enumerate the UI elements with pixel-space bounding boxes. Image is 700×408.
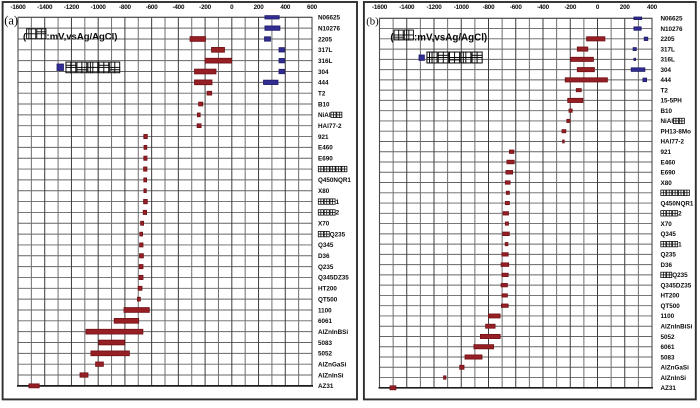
svg-text:B10: B10 xyxy=(661,108,673,115)
svg-text:HAl77-2: HAl77-2 xyxy=(661,139,685,146)
svg-text:15-5PH: 15-5PH xyxy=(661,98,683,105)
svg-text:AlZnInBiSi: AlZnInBiSi xyxy=(661,323,693,330)
svg-text:Q235: Q235 xyxy=(330,231,346,238)
svg-text:5052: 5052 xyxy=(318,351,333,358)
svg-text:-400: -400 xyxy=(537,4,550,11)
svg-text:921: 921 xyxy=(661,149,672,156)
svg-text:Q345DZ35: Q345DZ35 xyxy=(318,275,349,282)
svg-text:1: 1 xyxy=(678,241,682,248)
svg-text:E460: E460 xyxy=(318,145,333,152)
svg-text:T2: T2 xyxy=(318,90,326,97)
svg-text:N06625: N06625 xyxy=(661,16,684,23)
svg-text:QT500: QT500 xyxy=(318,296,338,303)
svg-text:QT500: QT500 xyxy=(661,303,681,310)
svg-text::mV,vsAg/AgCl): :mV,vsAg/AgCl) xyxy=(47,31,118,42)
svg-text:5083: 5083 xyxy=(318,340,333,347)
svg-text:D36: D36 xyxy=(661,262,673,269)
svg-text:1100: 1100 xyxy=(318,307,332,314)
svg-text:5052: 5052 xyxy=(661,334,676,341)
svg-text:5083: 5083 xyxy=(661,354,676,361)
svg-text:E690: E690 xyxy=(661,170,676,177)
svg-text:444: 444 xyxy=(318,80,329,87)
svg-text:HAl77-2: HAl77-2 xyxy=(318,123,342,130)
svg-text:E460: E460 xyxy=(661,159,676,166)
svg-text:-1000: -1000 xyxy=(454,4,470,11)
svg-text:2: 2 xyxy=(336,210,340,217)
svg-text:2205: 2205 xyxy=(661,36,676,43)
svg-text:317L: 317L xyxy=(661,46,676,53)
svg-text:400: 400 xyxy=(647,4,658,11)
svg-text:-400: -400 xyxy=(172,4,185,11)
svg-text:D36: D36 xyxy=(318,253,330,260)
svg-text:-800: -800 xyxy=(119,4,132,11)
svg-text:X80: X80 xyxy=(318,188,330,195)
svg-text:2: 2 xyxy=(678,211,682,218)
svg-text:200: 200 xyxy=(620,4,631,11)
svg-text:NiAl: NiAl xyxy=(661,118,674,125)
svg-text:-1400: -1400 xyxy=(399,4,415,11)
svg-text:200: 200 xyxy=(254,4,265,11)
svg-text:X70: X70 xyxy=(661,221,673,228)
svg-text:1100: 1100 xyxy=(661,313,675,320)
svg-text:AZ31: AZ31 xyxy=(318,383,334,390)
svg-text::mV,vsAg/AgCl): :mV,vsAg/AgCl) xyxy=(414,33,487,44)
svg-text:(: ( xyxy=(23,31,27,42)
svg-text:304: 304 xyxy=(661,67,672,74)
svg-text:1: 1 xyxy=(336,199,340,206)
svg-text:B10: B10 xyxy=(318,101,330,108)
svg-text:NiAl: NiAl xyxy=(318,112,331,119)
svg-text:-1200: -1200 xyxy=(64,4,80,11)
svg-text:E690: E690 xyxy=(318,155,333,162)
svg-text:X80: X80 xyxy=(661,180,673,187)
svg-text:316L: 316L xyxy=(661,57,676,64)
svg-text:6061: 6061 xyxy=(661,344,676,351)
svg-text:316L: 316L xyxy=(318,58,333,65)
svg-text:600: 600 xyxy=(307,4,318,11)
svg-text:-600: -600 xyxy=(510,4,523,11)
svg-text:AlZnGaSi: AlZnGaSi xyxy=(661,365,690,372)
svg-text:0: 0 xyxy=(596,4,600,11)
svg-text:400: 400 xyxy=(280,4,291,11)
svg-text:(a): (a) xyxy=(4,14,18,28)
svg-text:2205: 2205 xyxy=(318,36,333,43)
svg-text:-600: -600 xyxy=(146,4,159,11)
svg-text:317L: 317L xyxy=(318,47,333,54)
svg-text:AZ31: AZ31 xyxy=(661,385,677,392)
svg-text:-1600: -1600 xyxy=(10,4,26,11)
svg-text:Q235: Q235 xyxy=(672,272,688,279)
svg-text:N10276: N10276 xyxy=(318,25,341,32)
svg-text:Q450NQR1: Q450NQR1 xyxy=(661,200,694,207)
svg-text:Q450NQR1: Q450NQR1 xyxy=(318,177,351,184)
svg-text:921: 921 xyxy=(318,134,329,141)
svg-text:(: ( xyxy=(390,33,394,44)
svg-text:-1200: -1200 xyxy=(426,4,442,11)
svg-text:AlZnInSi: AlZnInSi xyxy=(661,375,687,382)
svg-text:Q235: Q235 xyxy=(318,264,334,271)
svg-text:-200: -200 xyxy=(564,4,577,11)
svg-text:Q235: Q235 xyxy=(661,252,677,259)
svg-text:-1600: -1600 xyxy=(372,4,388,11)
svg-text:HT200: HT200 xyxy=(661,293,680,300)
svg-text:PH13-8Mo: PH13-8Mo xyxy=(661,128,692,135)
svg-text:-200: -200 xyxy=(199,4,212,11)
svg-text:304: 304 xyxy=(318,69,329,76)
svg-text:-1400: -1400 xyxy=(37,4,53,11)
svg-text:444: 444 xyxy=(661,77,672,84)
svg-text:AlZnInBSi: AlZnInBSi xyxy=(318,329,348,336)
svg-text:N06625: N06625 xyxy=(318,15,341,22)
svg-text:(b): (b) xyxy=(366,15,379,27)
svg-text:AlZnInSi: AlZnInSi xyxy=(318,372,344,379)
svg-text:T2: T2 xyxy=(661,87,669,94)
svg-text:X70: X70 xyxy=(318,221,330,228)
svg-text:Q345DZ35: Q345DZ35 xyxy=(661,282,692,289)
svg-text:Q345: Q345 xyxy=(661,231,677,238)
svg-text:Q345: Q345 xyxy=(318,242,334,249)
svg-text:0: 0 xyxy=(230,4,234,11)
svg-text:AlZnGaSi: AlZnGaSi xyxy=(318,361,347,368)
svg-text:HT200: HT200 xyxy=(318,286,337,293)
svg-text:N10276: N10276 xyxy=(661,26,684,33)
svg-text:6061: 6061 xyxy=(318,318,333,325)
svg-text:-1000: -1000 xyxy=(91,4,107,11)
svg-text:-800: -800 xyxy=(483,4,496,11)
